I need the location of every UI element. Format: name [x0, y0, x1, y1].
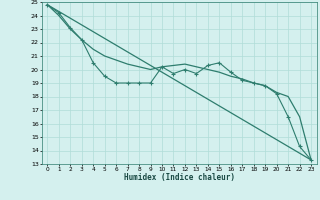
X-axis label: Humidex (Indice chaleur): Humidex (Indice chaleur)	[124, 173, 235, 182]
